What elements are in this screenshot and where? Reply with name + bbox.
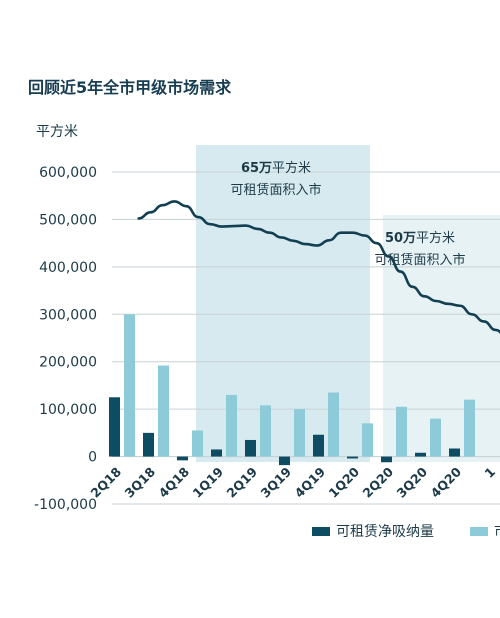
x-tick-label-4Q18: 4Q18 bbox=[156, 464, 193, 501]
annotation-1-unit: 平方米 bbox=[272, 160, 311, 176]
bar-1Q19-series-2 bbox=[226, 394, 237, 457]
x-tick-label-3Q20: 3Q20 bbox=[394, 464, 431, 501]
bar-1Q19-net-absorption bbox=[211, 449, 222, 457]
bar-3Q18-series-2 bbox=[158, 365, 169, 457]
bar-4Q18-net-absorption bbox=[177, 456, 188, 461]
x-tick-label-4Q20: 4Q20 bbox=[428, 464, 465, 501]
x-tick-label-3Q19: 3Q19 bbox=[258, 464, 295, 501]
y-axis-ticks: 600,000 500,000 400,000 300,000 200,000 100,0… bbox=[34, 165, 97, 513]
gridlines bbox=[112, 171, 500, 505]
y-tick-label-6: 0 bbox=[88, 450, 97, 466]
x-tick-label-1Q20: 1Q20 bbox=[326, 464, 363, 501]
bar-2Q19-series-2 bbox=[260, 405, 271, 457]
legend-label-2: 市 bbox=[494, 523, 500, 540]
y-tick-label-4: 200,000 bbox=[39, 355, 97, 371]
bar-2Q20-net-absorption bbox=[381, 456, 392, 463]
bar-3Q20-series-2 bbox=[430, 418, 441, 457]
bar-4Q20-net-absorption bbox=[449, 448, 460, 457]
x-tick-label-2Q18: 2Q18 bbox=[88, 464, 125, 501]
x-tick-label-3Q18: 3Q18 bbox=[122, 464, 159, 501]
annotation-2-unit: 平方米 bbox=[416, 230, 455, 246]
legend-swatch-1 bbox=[312, 527, 330, 536]
annotation-2-line1: 50万平方米 bbox=[385, 230, 455, 246]
bar-3Q19-net-absorption bbox=[279, 456, 290, 466]
bar-3Q19-series-2 bbox=[294, 409, 305, 457]
annotation-1-line2: 可租赁面积入市 bbox=[230, 182, 321, 198]
bar-3Q18-net-absorption bbox=[143, 432, 154, 457]
bar-4Q19-net-absorption bbox=[313, 434, 324, 457]
bar-2Q19-net-absorption bbox=[245, 439, 256, 457]
y-axis-unit-label: 平方米 bbox=[36, 124, 78, 140]
bar-2Q18-net-absorption bbox=[109, 397, 120, 457]
bar-2Q20-series-2 bbox=[396, 406, 407, 457]
bar-1Q20-net-absorption bbox=[347, 456, 358, 459]
y-tick-label-2: 400,000 bbox=[39, 260, 97, 276]
bar-2Q18-series-2 bbox=[124, 314, 135, 457]
x-tick-label-1Q19: 1Q19 bbox=[190, 464, 227, 501]
chart-title: 回顾近5年全市甲级市场需求 bbox=[28, 78, 232, 97]
y-tick-label-5: 100,000 bbox=[39, 402, 97, 418]
bar-4Q20-series-2 bbox=[464, 399, 475, 457]
x-tick-label-1Q21: 1 bbox=[481, 464, 498, 481]
trend-line bbox=[137, 200, 500, 334]
y-tick-label-7: -100,000 bbox=[34, 497, 97, 513]
annotation-1-value: 65万 bbox=[241, 161, 272, 176]
legend-swatch-2 bbox=[470, 527, 488, 536]
y-tick-label-1: 500,000 bbox=[39, 212, 97, 228]
bar-3Q20-net-absorption bbox=[415, 452, 426, 457]
legend: 可租赁净吸纳量 市 bbox=[312, 523, 500, 540]
legend-label-1: 可租赁净吸纳量 bbox=[336, 524, 434, 540]
x-tick-label-2Q19: 2Q19 bbox=[224, 464, 261, 501]
y-tick-label-0: 600,000 bbox=[39, 165, 97, 181]
x-axis-ticks: 2Q183Q184Q181Q192Q193Q194Q191Q202Q203Q20… bbox=[88, 464, 499, 501]
annotation-2-value: 50万 bbox=[385, 231, 416, 246]
bar-4Q18-series-2 bbox=[192, 430, 203, 457]
x-tick-label-4Q19: 4Q19 bbox=[292, 464, 329, 501]
y-tick-label-3: 300,000 bbox=[39, 307, 97, 323]
bar-1Q20-series-2 bbox=[362, 423, 373, 457]
annotation-2-line2: 可租赁面积入市 bbox=[374, 252, 465, 268]
annotation-1-line1: 65万平方米 bbox=[241, 160, 311, 176]
bar-4Q19-series-2 bbox=[328, 392, 339, 457]
trend-line-path bbox=[137, 200, 500, 334]
x-tick-label-2Q20: 2Q20 bbox=[360, 464, 397, 501]
bars bbox=[109, 314, 475, 466]
